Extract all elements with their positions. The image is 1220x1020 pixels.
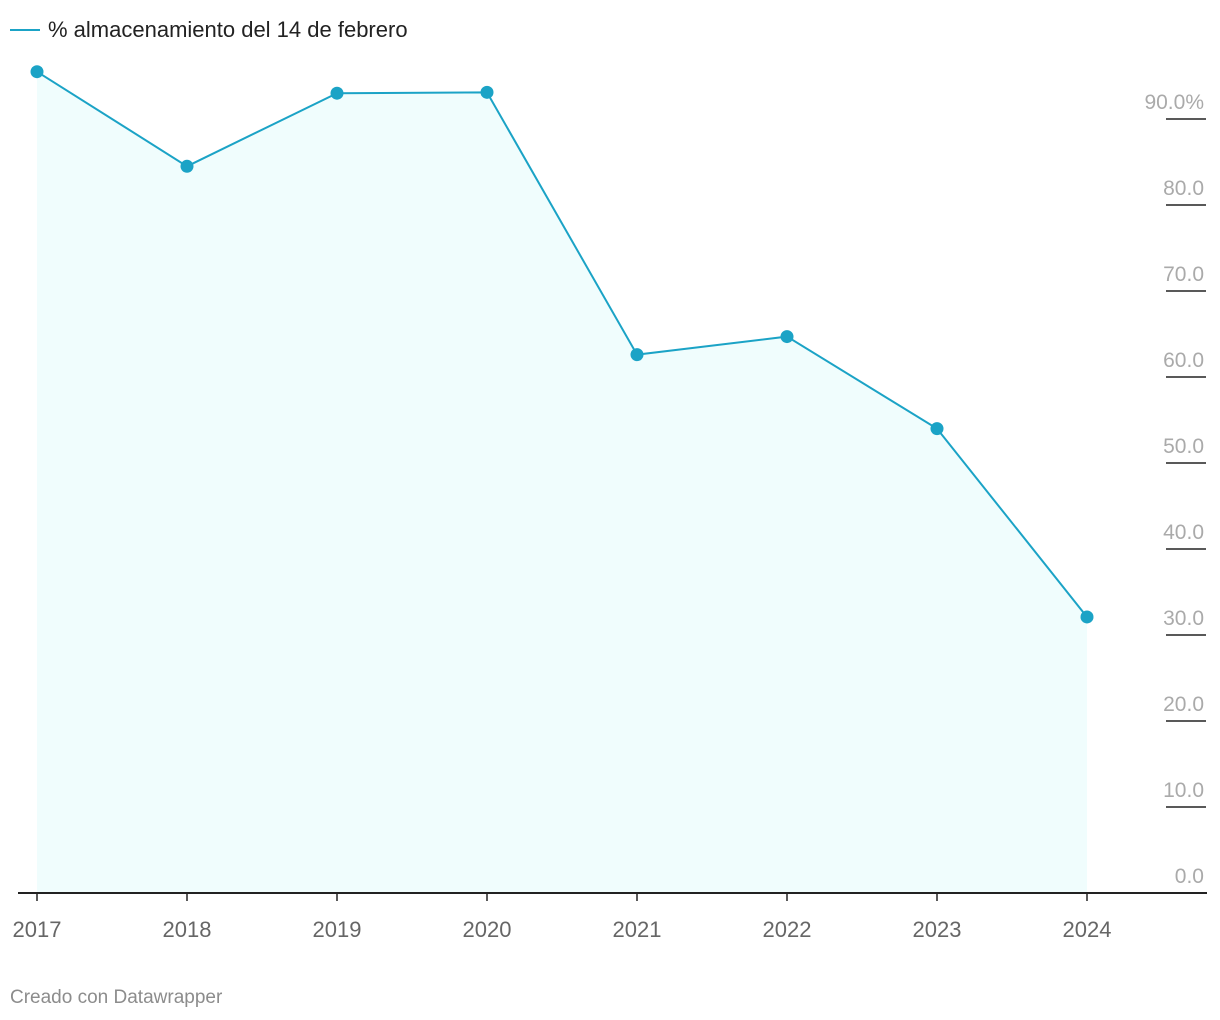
x-tick-label: 2021 (613, 917, 662, 942)
x-tick-label: 2020 (463, 917, 512, 942)
y-tick-label: 70.0 (1163, 263, 1204, 286)
y-tick-label: 80.0 (1163, 177, 1204, 200)
y-tick-label: 0.0 (1175, 865, 1204, 888)
data-point (480, 85, 494, 99)
data-points (30, 65, 1094, 624)
y-tick-label: 20.0 (1163, 693, 1204, 716)
y-tick-label: 40.0 (1163, 521, 1204, 544)
x-axis: 2017 2018 2019 2020 2021 2022 2023 2024 (13, 893, 1112, 942)
area-fill (37, 71, 1087, 893)
y-tick-label: 60.0 (1163, 349, 1204, 372)
data-point (630, 348, 644, 362)
data-point (30, 65, 44, 79)
data-point (180, 159, 194, 173)
y-tick-label: 10.0 (1163, 779, 1204, 802)
data-point (330, 86, 344, 100)
data-point (1080, 610, 1094, 624)
y-tick-label: 90.0% (1144, 91, 1204, 114)
y-tick-label: 50.0 (1163, 435, 1204, 458)
legend-label: % almacenamiento del 14 de febrero (48, 17, 408, 42)
x-tick-label: 2022 (763, 917, 812, 942)
legend: % almacenamiento del 14 de febrero (10, 17, 408, 42)
y-tick-label: 30.0 (1163, 607, 1204, 630)
x-tick-label: 2018 (163, 917, 212, 942)
credit-text: Creado con Datawrapper (10, 987, 223, 1008)
x-tick-label: 2017 (13, 917, 62, 942)
data-point (780, 330, 794, 344)
x-tick-label: 2024 (1063, 917, 1112, 942)
series-line (36, 70, 1088, 618)
x-tick-label: 2023 (913, 917, 962, 942)
x-tick-label: 2019 (313, 917, 362, 942)
y-axis: 0.0 10.0 20.0 30.0 40.0 50.0 60.0 70.0 80.0 90.0% (1144, 91, 1206, 888)
data-point (930, 422, 944, 436)
